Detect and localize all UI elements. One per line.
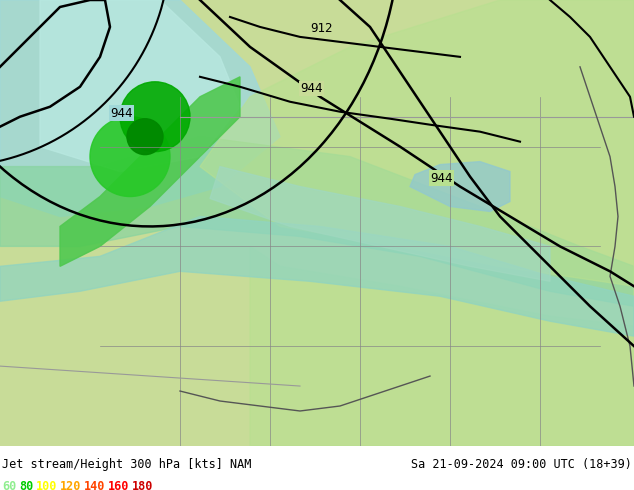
Text: Jet stream/Height 300 hPa [kts] NAM: Jet stream/Height 300 hPa [kts] NAM (2, 458, 251, 471)
Polygon shape (0, 0, 634, 446)
Polygon shape (0, 0, 280, 217)
Text: 944: 944 (430, 172, 453, 185)
Text: 180: 180 (132, 480, 153, 490)
Text: 140: 140 (84, 480, 105, 490)
Polygon shape (0, 137, 634, 306)
Text: 80: 80 (19, 480, 33, 490)
Polygon shape (0, 217, 634, 336)
Text: 944: 944 (110, 107, 133, 120)
Text: 100: 100 (36, 480, 57, 490)
Text: 912: 912 (310, 22, 332, 35)
Text: 944: 944 (300, 82, 323, 95)
Text: 120: 120 (60, 480, 81, 490)
Text: 160: 160 (108, 480, 129, 490)
Circle shape (127, 119, 163, 155)
Polygon shape (60, 77, 240, 267)
Polygon shape (200, 0, 634, 446)
Text: 60: 60 (2, 480, 16, 490)
Polygon shape (210, 167, 550, 281)
Text: Sa 21-09-2024 09:00 UTC (18+39): Sa 21-09-2024 09:00 UTC (18+39) (411, 458, 632, 471)
Polygon shape (40, 0, 240, 172)
Circle shape (120, 82, 190, 151)
Circle shape (90, 117, 170, 196)
Polygon shape (410, 162, 510, 212)
